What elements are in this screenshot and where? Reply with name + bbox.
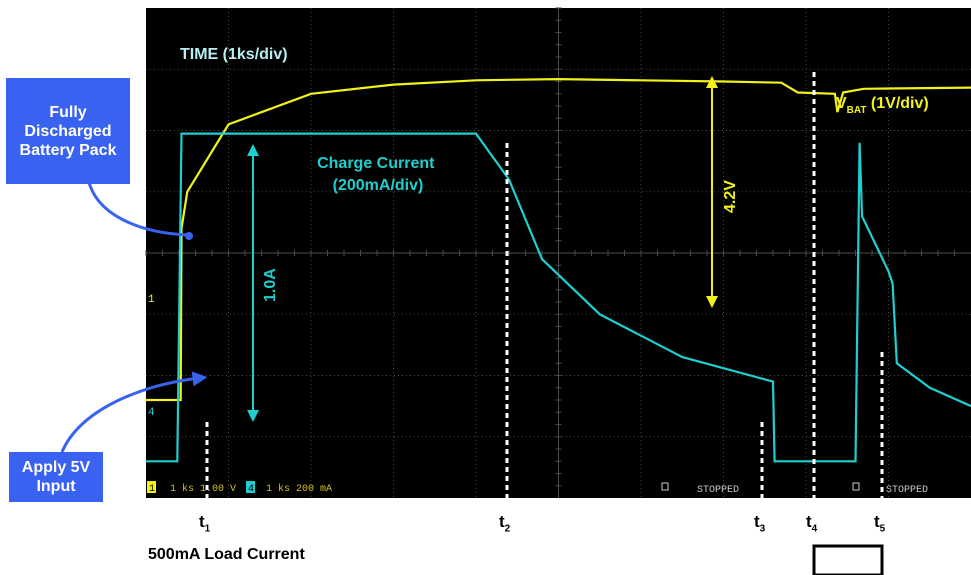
t2-label: t2 [499, 512, 510, 534]
load-current-label: 500mA Load Current [148, 546, 305, 563]
status-ch4-badge [246, 481, 255, 493]
vbat-label: VBAT (1V/div) [836, 95, 929, 116]
input-callout-arrow [60, 371, 208, 453]
voltage-arrow-label: 4.2V [722, 180, 739, 213]
input-callout: Apply 5V Input [9, 452, 103, 502]
time-scale-label: TIME (1ks/div) [180, 46, 288, 63]
status-ch4-settings: 1 ks 200 mA [266, 483, 332, 495]
t1-label: t1 [199, 512, 210, 534]
t4-label: t4 [806, 512, 817, 534]
status-ch4-number: 4 [248, 484, 254, 495]
status-square-icon-2 [852, 482, 860, 491]
t3-sub: 3 [759, 523, 766, 535]
charge-current-label-line1: Charge Current [317, 155, 435, 172]
t3-label: t3 [754, 512, 765, 534]
vbat-label-sub: BAT [847, 105, 867, 116]
load-current-waveform-box [812, 544, 884, 575]
t5-main: t [874, 512, 880, 531]
charge-current-label-line2: (200mA/div) [333, 177, 424, 194]
time-marker-lines [205, 72, 884, 510]
battery-callout: Fully Discharged Battery Pack [6, 78, 130, 184]
t1-main: t [199, 512, 205, 531]
t4-sub: 4 [811, 523, 818, 535]
vbat-label-scale: (1V/div) [866, 95, 928, 112]
vbat-trace [146, 77, 971, 402]
battery-callout-connector [86, 177, 189, 237]
battery-callout-dot [185, 232, 193, 240]
status-stopped-2: STOPPED [886, 485, 928, 496]
charge-current-trace [146, 132, 971, 463]
status-ch1-badge [147, 481, 156, 493]
status-bar: 1 1 ks 1.00 V 4 1 ks 200 mA STOPPED STOP… [147, 481, 928, 496]
t5-sub: 5 [879, 523, 886, 535]
ch1-marker: 1 [148, 294, 155, 306]
t3-main: t [754, 512, 760, 531]
vbat-label-main: V [836, 95, 847, 112]
status-ch1-number: 1 [149, 484, 155, 495]
t1-sub: 1 [204, 523, 211, 535]
t4-main: t [806, 512, 812, 531]
t5-label: t5 [874, 512, 885, 534]
t2-main: t [499, 512, 505, 531]
ch4-marker: 4 [148, 407, 155, 419]
status-ch1-settings: 1 ks 1.00 V [170, 483, 236, 495]
status-square-icon-1 [661, 482, 669, 491]
charge-current-label: Charge Current (200mA/div) [317, 155, 439, 194]
status-stopped-1: STOPPED [697, 485, 739, 496]
t2-sub: 2 [504, 523, 511, 535]
scope-grid [145, 7, 971, 498]
current-arrow-label: 1.0A [262, 268, 279, 302]
